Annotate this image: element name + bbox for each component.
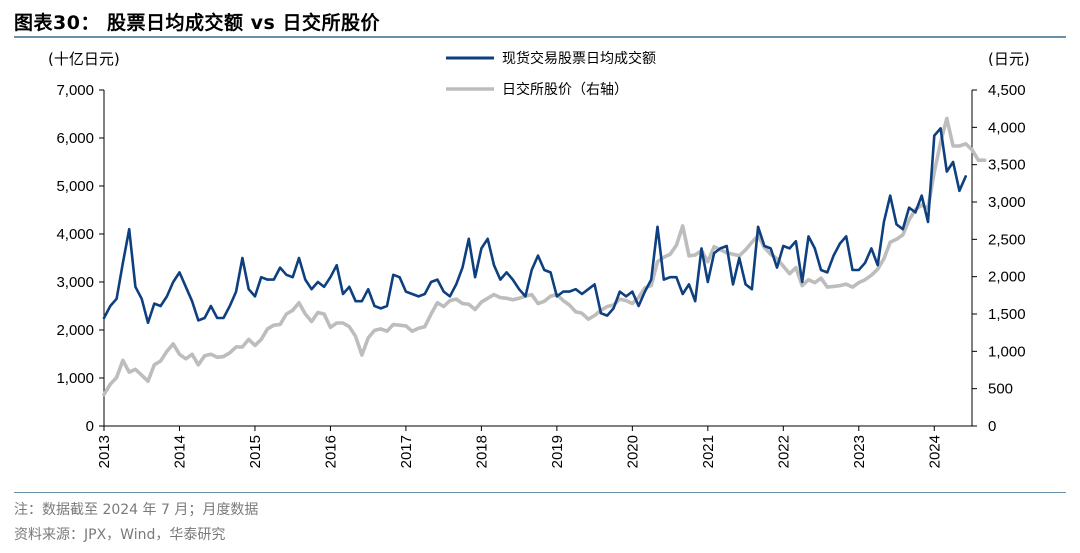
x-tick-label: 2016 bbox=[322, 435, 339, 468]
right-tick-label: 2,000 bbox=[988, 269, 1026, 286]
left-tick-label: 3,000 bbox=[56, 274, 94, 291]
line-chart: (十亿日元) (日元) 0 1,000 2,000 3,000 4,000 5,000 6,… bbox=[48, 50, 1030, 468]
x-tick-label: 2024 bbox=[926, 435, 943, 468]
left-tick-label: 4,000 bbox=[56, 226, 94, 243]
source-note: 资料来源：JPX，Wind，华泰研究 bbox=[14, 527, 226, 543]
right-tick-label: 2,500 bbox=[988, 231, 1026, 248]
left-tick-label: 5,000 bbox=[56, 178, 94, 195]
title-divider bbox=[14, 36, 1066, 38]
right-tick-label: 0 bbox=[988, 418, 996, 435]
x-tick-label: 2017 bbox=[398, 435, 415, 468]
x-tick-label: 2013 bbox=[96, 435, 113, 468]
left-tick-label: 0 bbox=[86, 418, 94, 435]
x-tick-label: 2020 bbox=[624, 435, 641, 468]
x-tick-label: 2023 bbox=[851, 435, 868, 468]
series-line-jpx-price bbox=[102, 116, 987, 397]
legend-label-trading-value: 现货交易股票日均成交额 bbox=[502, 50, 656, 67]
right-tick-label: 4,500 bbox=[988, 82, 1026, 99]
x-tick-label: 2021 bbox=[700, 435, 717, 468]
left-axis-unit: (十亿日元) bbox=[48, 50, 120, 68]
series-line-trading-value bbox=[102, 127, 968, 325]
footer-divider bbox=[14, 492, 1066, 493]
x-tick-label: 2014 bbox=[171, 435, 188, 468]
right-tick-label: 1,500 bbox=[988, 306, 1026, 323]
footnote: 注：数据截至 2024 年 7 月；月度数据 bbox=[14, 502, 259, 518]
left-tick-label: 6,000 bbox=[56, 130, 94, 147]
chart-title: 图表30： 股票日均成交额 vs 日交所股价 bbox=[14, 12, 380, 34]
right-axis: 0 500 1,000 1,500 2,000 2,500 3,000 3,500 4,000 4… bbox=[971, 82, 1026, 435]
left-tick-label: 7,000 bbox=[56, 82, 94, 99]
right-tick-label: 1,000 bbox=[988, 343, 1026, 360]
left-axis: 0 1,000 2,000 3,000 4,000 5,000 6,000 7,000 bbox=[56, 82, 105, 435]
x-axis: 2013 2014 2015 2016 2017 2018 2019 2020 2021 2022… bbox=[96, 425, 972, 468]
right-axis-unit: (日元) bbox=[988, 50, 1030, 68]
x-tick-label: 2015 bbox=[247, 435, 264, 468]
plot-area bbox=[102, 116, 987, 397]
x-tick-label: 2018 bbox=[473, 435, 490, 468]
x-tick-label: 2019 bbox=[549, 435, 566, 468]
left-tick-label: 1,000 bbox=[56, 370, 94, 387]
x-tick-label: 2022 bbox=[775, 435, 792, 468]
right-tick-label: 3,500 bbox=[988, 157, 1026, 174]
left-tick-label: 2,000 bbox=[56, 322, 94, 339]
legend: 现货交易股票日均成交额 日交所股价（右轴） bbox=[446, 50, 656, 98]
right-tick-label: 500 bbox=[988, 381, 1013, 398]
right-tick-label: 3,000 bbox=[988, 194, 1026, 211]
legend-label-jpx-price: 日交所股价（右轴） bbox=[502, 81, 628, 98]
right-tick-label: 4,000 bbox=[988, 119, 1026, 136]
